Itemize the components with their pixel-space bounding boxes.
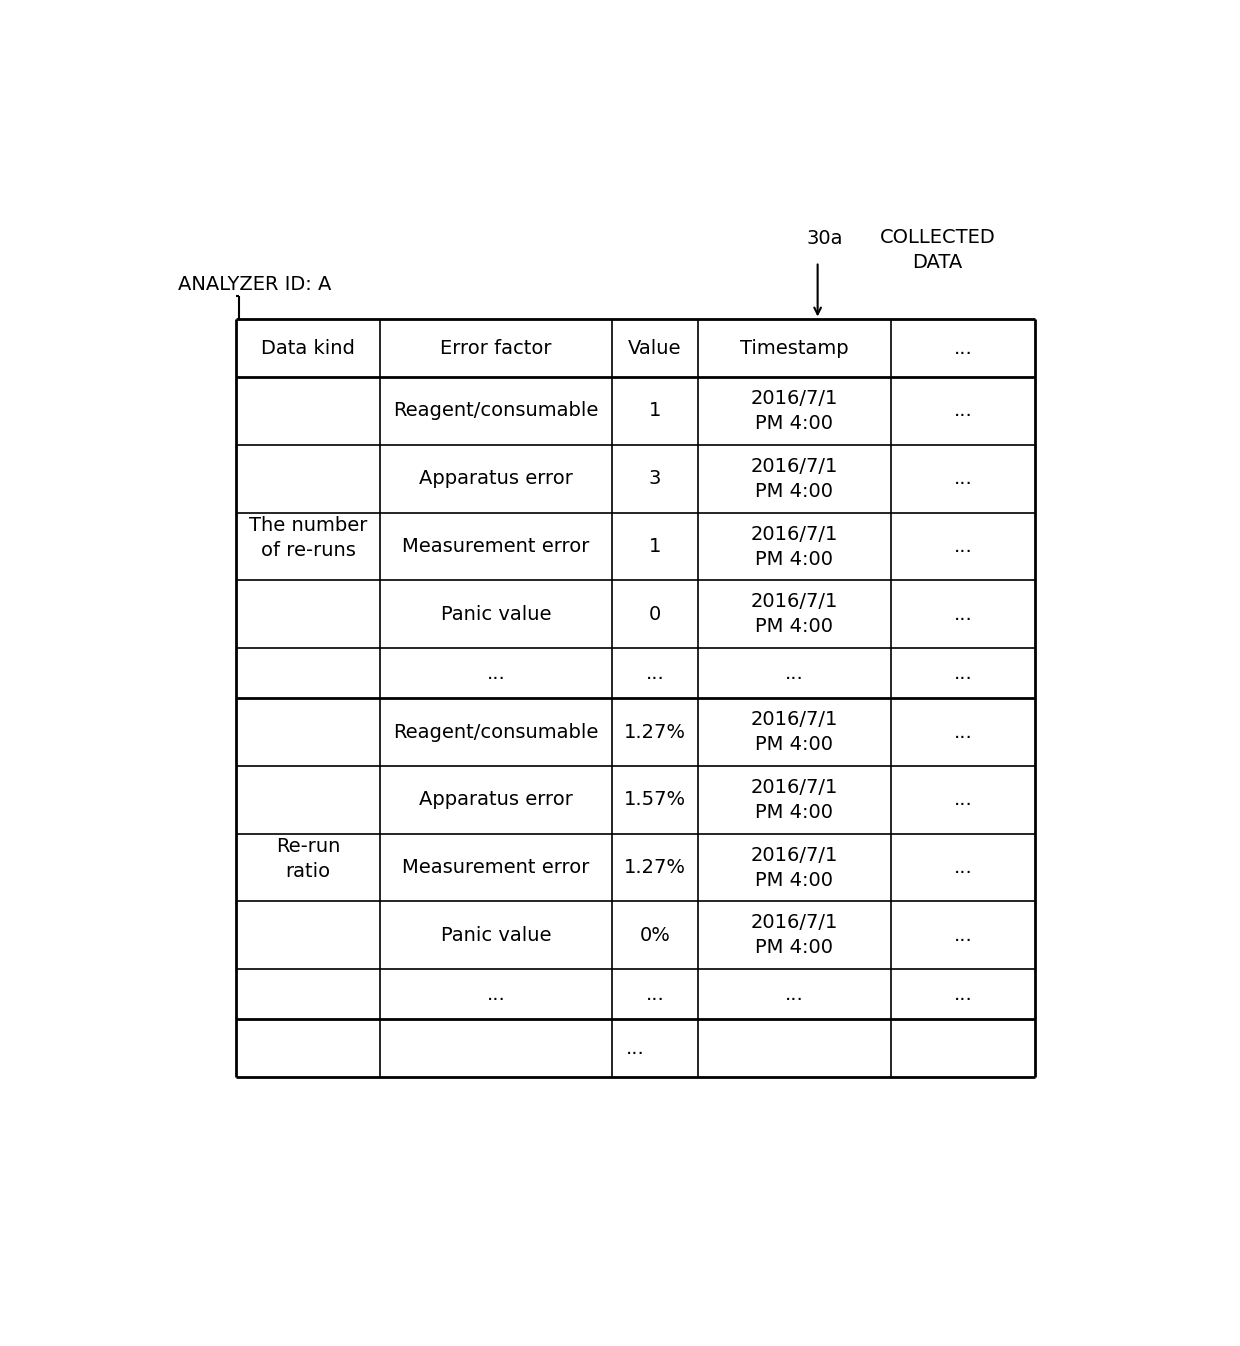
Text: ...: ... — [785, 985, 804, 1004]
Text: COLLECTED
DATA: COLLECTED DATA — [879, 227, 996, 272]
Text: 3: 3 — [649, 470, 661, 489]
Text: 2016/7/1
PM 4:00: 2016/7/1 PM 4:00 — [750, 845, 838, 890]
Text: ...: ... — [954, 790, 972, 809]
Text: Panic value: Panic value — [440, 604, 552, 623]
Text: Apparatus error: Apparatus error — [419, 790, 573, 809]
Text: Measurement error: Measurement error — [402, 859, 590, 878]
Text: ...: ... — [954, 985, 972, 1004]
Text: ...: ... — [954, 859, 972, 878]
Text: Timestamp: Timestamp — [740, 339, 848, 358]
Text: ...: ... — [626, 1039, 645, 1058]
Text: 2016/7/1
PM 4:00: 2016/7/1 PM 4:00 — [750, 778, 838, 822]
Text: 1.27%: 1.27% — [624, 723, 686, 742]
Text: ...: ... — [954, 470, 972, 489]
Text: 2016/7/1
PM 4:00: 2016/7/1 PM 4:00 — [750, 525, 838, 568]
Text: 2016/7/1
PM 4:00: 2016/7/1 PM 4:00 — [750, 711, 838, 754]
Text: ...: ... — [954, 604, 972, 623]
Text: 0%: 0% — [640, 926, 671, 945]
Text: Data kind: Data kind — [262, 339, 355, 358]
Text: Apparatus error: Apparatus error — [419, 470, 573, 489]
Text: ...: ... — [646, 985, 665, 1004]
Text: ...: ... — [785, 664, 804, 682]
Text: 1: 1 — [649, 537, 661, 556]
Text: ...: ... — [954, 537, 972, 556]
Text: Measurement error: Measurement error — [402, 537, 590, 556]
Text: 2016/7/1
PM 4:00: 2016/7/1 PM 4:00 — [750, 592, 838, 637]
Text: Panic value: Panic value — [440, 926, 552, 945]
Text: ANALYZER ID: A: ANALYZER ID: A — [179, 275, 331, 295]
Text: 1.57%: 1.57% — [624, 790, 686, 809]
Text: The number
of re-runs: The number of re-runs — [249, 516, 367, 560]
Text: ...: ... — [954, 926, 972, 945]
Text: 0: 0 — [649, 604, 661, 623]
Text: Value: Value — [629, 339, 682, 358]
Text: Reagent/consumable: Reagent/consumable — [393, 401, 599, 420]
Text: Error factor: Error factor — [440, 339, 552, 358]
Text: ...: ... — [486, 985, 506, 1004]
Text: 2016/7/1
PM 4:00: 2016/7/1 PM 4:00 — [750, 456, 838, 501]
Text: 2016/7/1
PM 4:00: 2016/7/1 PM 4:00 — [750, 389, 838, 433]
Text: 2016/7/1
PM 4:00: 2016/7/1 PM 4:00 — [750, 914, 838, 957]
Text: ...: ... — [486, 664, 506, 682]
Text: 1: 1 — [649, 401, 661, 420]
Text: 30a: 30a — [806, 229, 842, 248]
Text: ...: ... — [954, 401, 972, 420]
Text: ...: ... — [954, 723, 972, 742]
Text: ...: ... — [646, 664, 665, 682]
Text: ...: ... — [954, 339, 972, 358]
Text: ...: ... — [954, 664, 972, 682]
Text: Re-run
ratio: Re-run ratio — [275, 837, 340, 880]
Text: 1.27%: 1.27% — [624, 859, 686, 878]
Bar — [237, 319, 1034, 1077]
Text: Reagent/consumable: Reagent/consumable — [393, 723, 599, 742]
